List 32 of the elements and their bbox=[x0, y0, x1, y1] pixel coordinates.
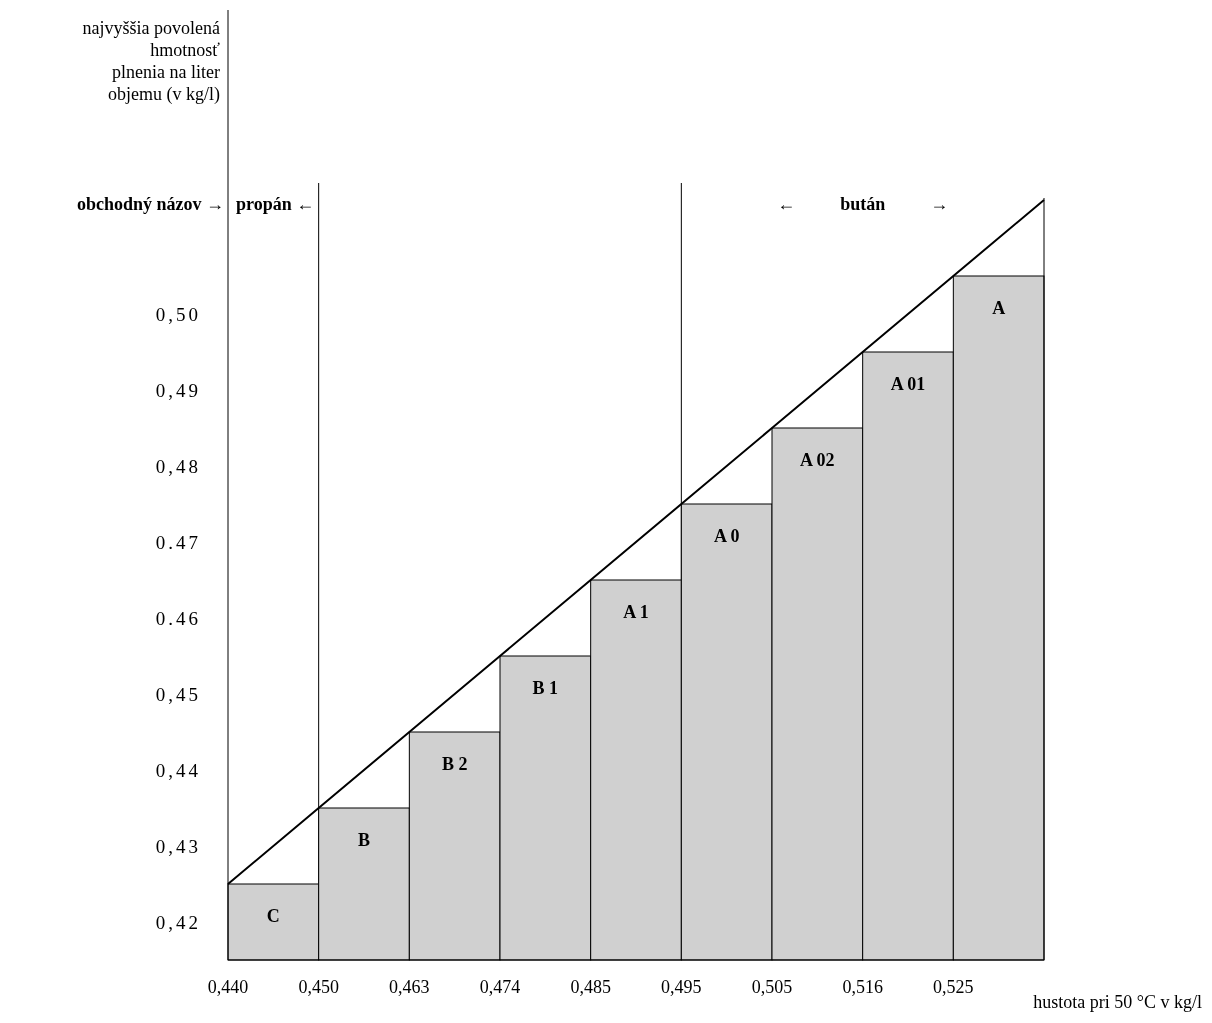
y-tick-label: 0,50 bbox=[155, 304, 201, 325]
x-tick-label: 0,440 bbox=[207, 977, 249, 997]
x-axis-title: hustota pri 50 °C v kg/l bbox=[1033, 992, 1202, 1012]
data-label: A bbox=[992, 298, 1006, 318]
y-tick-label: 0,48 bbox=[155, 456, 201, 477]
x-tick-label: 0,474 bbox=[479, 977, 521, 997]
y-tick-label: 0,49 bbox=[155, 380, 201, 401]
data-label: B bbox=[357, 830, 371, 850]
data-label: C bbox=[266, 906, 280, 926]
data-label: B 2 bbox=[441, 754, 468, 774]
data-label: A 0 bbox=[713, 526, 740, 546]
x-tick-label: 0,525 bbox=[933, 977, 974, 997]
y-tick-label: 0,43 bbox=[155, 836, 201, 857]
annotation: ← bután → bbox=[777, 194, 949, 214]
annotation: propán ← bbox=[236, 194, 315, 214]
y-tick-label: 0.46 bbox=[155, 608, 201, 629]
y-tick-label: 0,42 bbox=[155, 912, 201, 933]
y-tick-label: 0,45 bbox=[155, 684, 201, 705]
x-tick-label: 0,516 bbox=[842, 977, 883, 997]
x-tick-label: 0,450 bbox=[298, 977, 339, 997]
x-tick-label: 0,485 bbox=[570, 977, 611, 997]
x-tick-label: 0,463 bbox=[389, 977, 430, 997]
y-tick-label: 0,44 bbox=[155, 760, 201, 781]
data-label: A 01 bbox=[890, 374, 926, 394]
text: obchodný názov → bbox=[76, 194, 224, 214]
x-tick-label: 0,505 bbox=[751, 977, 793, 997]
y-axis-title: najvyššia povolená hmotnosť plnenia na liter objemu (v kg/l) bbox=[82, 18, 221, 105]
data-label: A 02 bbox=[800, 450, 835, 470]
data-label: B 1 bbox=[532, 678, 559, 698]
x-tick-label: 0,495 bbox=[661, 977, 702, 997]
data-label: A 1 bbox=[623, 602, 649, 622]
y-tick-label: 0.47 bbox=[155, 532, 201, 553]
